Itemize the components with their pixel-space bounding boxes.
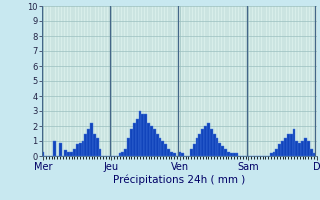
Bar [82,141,84,156]
Bar [295,141,298,156]
Bar [127,138,130,156]
Bar [73,148,76,156]
Bar [139,111,141,156]
Bar [236,153,238,156]
Bar [158,138,161,156]
Bar [292,129,295,156]
Bar [156,134,158,156]
Bar [90,123,93,156]
Bar [173,153,176,156]
Bar [216,138,219,156]
Bar [198,134,201,156]
Bar [147,123,150,156]
Bar [170,152,173,156]
Bar [122,152,124,156]
Bar [301,141,304,156]
Bar [87,129,90,156]
Bar [201,129,204,156]
Bar [230,153,233,156]
Bar [233,153,236,156]
Bar [273,152,276,156]
Bar [278,144,281,156]
Bar [196,138,198,156]
Bar [79,142,82,156]
Bar [167,148,170,156]
Bar [67,152,70,156]
Bar [276,148,278,156]
Bar [193,144,196,156]
Bar [164,144,167,156]
Bar [136,118,139,156]
Bar [270,153,273,156]
Bar [210,129,213,156]
Bar [144,114,147,156]
Bar [124,148,127,156]
Bar [93,134,96,156]
Bar [190,148,193,156]
Bar [70,152,73,156]
Bar [59,142,61,156]
Bar [150,126,153,156]
Bar [53,141,56,156]
Bar [204,126,207,156]
Bar [227,152,230,156]
Bar [221,146,224,156]
Bar [133,123,136,156]
Bar [99,148,101,156]
Bar [130,129,133,156]
Bar [119,153,122,156]
Bar [84,134,87,156]
Bar [313,153,316,156]
Bar [287,134,290,156]
Bar [310,148,313,156]
Bar [42,152,44,156]
Bar [307,141,310,156]
Bar [298,142,301,156]
X-axis label: Précipitations 24h ( mm ): Précipitations 24h ( mm ) [113,174,245,185]
Bar [224,148,227,156]
Bar [96,138,99,156]
Bar [281,141,284,156]
Bar [284,138,287,156]
Bar [207,123,210,156]
Bar [219,142,221,156]
Bar [304,138,307,156]
Bar [64,150,67,156]
Bar [179,152,181,156]
Bar [213,134,216,156]
Bar [290,134,292,156]
Bar [181,153,184,156]
Bar [161,141,164,156]
Bar [153,129,156,156]
Bar [141,114,144,156]
Bar [76,144,79,156]
